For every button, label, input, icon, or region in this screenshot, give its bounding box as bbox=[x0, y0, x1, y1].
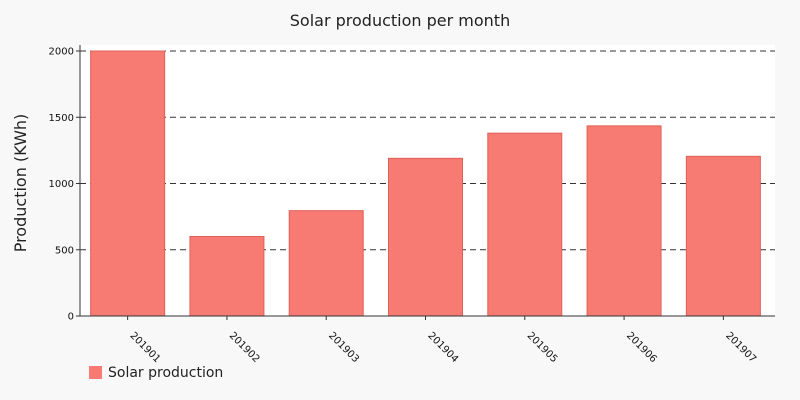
bar bbox=[388, 157, 463, 317]
chart-title: Solar production per month bbox=[290, 11, 510, 30]
bar bbox=[189, 236, 265, 317]
bar bbox=[487, 132, 563, 317]
y-tick-label: 1000 bbox=[49, 179, 74, 190]
bar bbox=[288, 210, 364, 317]
y-tick-label: 2000 bbox=[49, 47, 74, 58]
x-tick-label: 201902 bbox=[227, 330, 262, 365]
y-tick-label: 500 bbox=[55, 245, 74, 256]
legend-label: Solar production bbox=[108, 365, 223, 381]
bar-layer bbox=[90, 50, 761, 317]
x-tick-label: 201907 bbox=[723, 330, 758, 365]
y-axis-label: Production (KWh) bbox=[11, 114, 30, 253]
y-tick-label: 0 bbox=[68, 312, 74, 323]
x-tick-label: 201903 bbox=[326, 330, 361, 365]
y-tick-label: 1500 bbox=[49, 113, 74, 124]
legend: Solar production bbox=[89, 365, 223, 381]
bar bbox=[685, 155, 761, 317]
x-tick-label: 201905 bbox=[525, 330, 560, 365]
x-tick-label: 201901 bbox=[128, 330, 163, 365]
bar bbox=[90, 50, 166, 317]
x-tick-label: 201906 bbox=[624, 330, 659, 365]
bar bbox=[586, 125, 662, 317]
x-tick-label: 201904 bbox=[425, 330, 460, 365]
legend-swatch bbox=[89, 366, 102, 379]
